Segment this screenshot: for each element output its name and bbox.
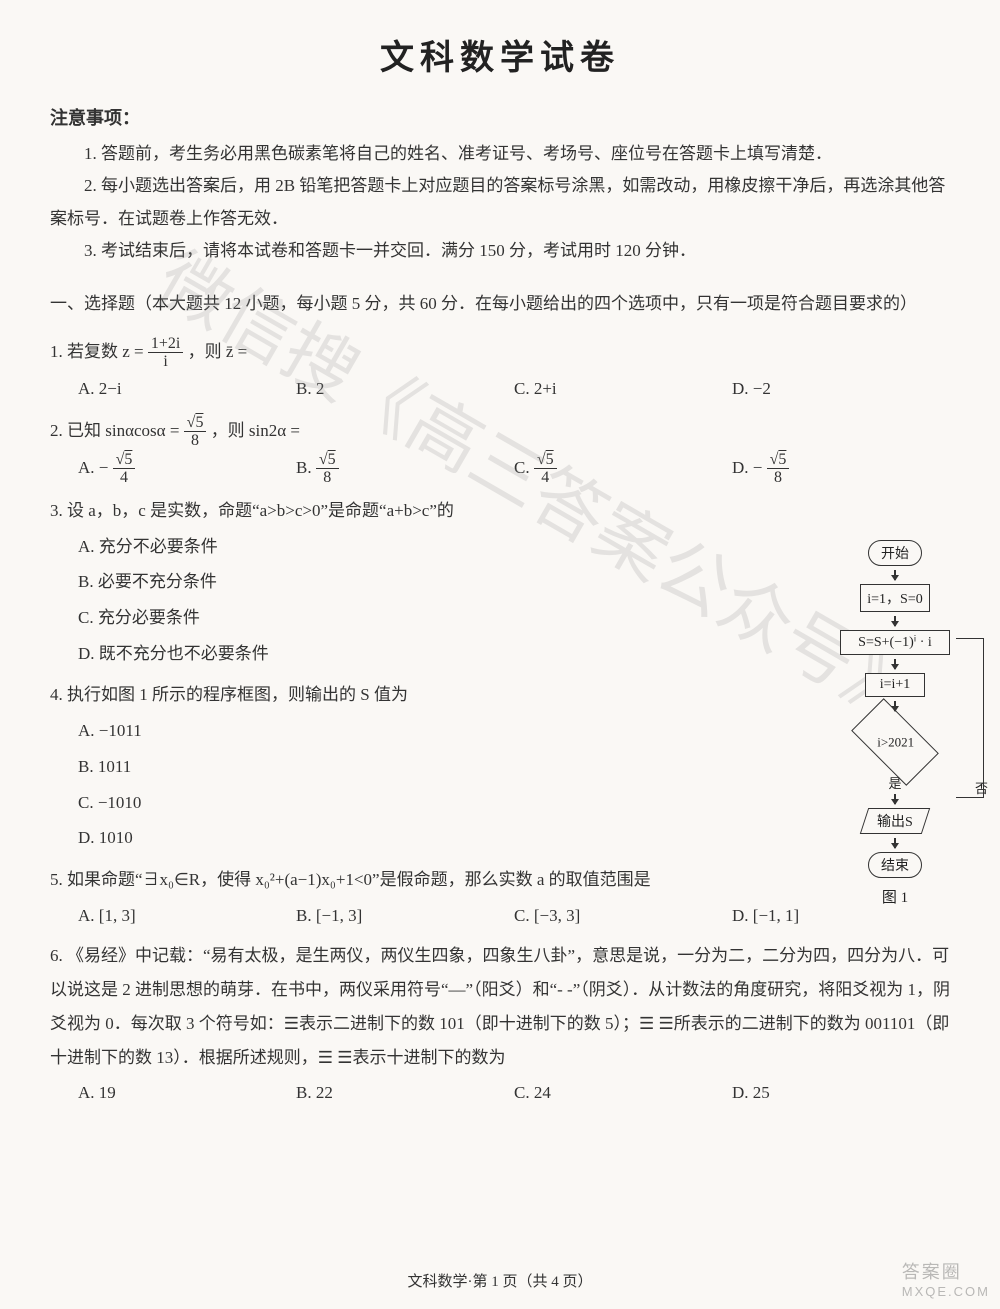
- q1-choices: A. 2−i B. 2 C. 2+i D. −2: [50, 371, 950, 407]
- question-6: 6. 《易经》中记载：“易有太极，是生两仪，两仪生四象，四象生八卦”，意思是说，…: [50, 939, 950, 1111]
- q3-stem: 3. 设 a，b，c 是实数，命题“a>b>c>0”是命题“a+b>c”的: [50, 493, 790, 529]
- flow-arrow: [894, 838, 896, 848]
- flow-yes-label: 是: [820, 773, 970, 792]
- instructions-heading: 注意事项：: [50, 104, 950, 130]
- flow-arrow: [894, 659, 896, 669]
- flow-cond-text: i>2021: [846, 735, 946, 751]
- choice-b: B. √58: [296, 450, 514, 487]
- choice-prefix: D. −: [732, 458, 762, 477]
- choice-a: A. [1, 3]: [78, 898, 296, 934]
- exam-title: 文科数学试卷: [50, 30, 950, 79]
- q3-choices: A. 充分不必要条件 B. 必要不充分条件 C. 充分必要条件 D. 既不充分也…: [50, 529, 790, 672]
- flow-output: 输出S: [860, 808, 930, 834]
- choice-prefix: B.: [296, 458, 316, 477]
- q5-choices: A. [1, 3] B. [−1, 3] C. [−3, 3] D. [−1, …: [50, 898, 950, 934]
- choice-d: D. −2: [732, 371, 950, 407]
- watermark-text-1: 答案圈: [902, 1258, 990, 1284]
- choice-a: A. 2−i: [78, 371, 296, 407]
- flow-output-text: 输出S: [877, 811, 913, 831]
- choice-a: A. −1011: [78, 713, 790, 749]
- q6-choices: A. 19 B. 22 C. 24 D. 25: [50, 1075, 950, 1111]
- flow-end: 结束: [868, 852, 922, 878]
- flow-arrow: [894, 794, 896, 804]
- flow-loop-line: [956, 638, 984, 798]
- question-2: 2. 已知 sinαcosα = √5 8 ，则 sin2α = A. − √5…: [50, 413, 950, 487]
- q1-stem-suffix: ，则 z̄ =: [188, 342, 248, 361]
- flow-arrow: [894, 570, 896, 580]
- instruction-line: 1. 答题前，考生务必用黑色碳素笔将自己的姓名、准考证号、考场号、座位号在答题卡…: [50, 138, 950, 170]
- choice-a: A. 充分不必要条件: [78, 529, 790, 565]
- frac-den: 8: [184, 432, 207, 450]
- question-4: 4. 执行如图 1 所示的程序框图，则输出的 S 值为 A. −1011 B. …: [50, 677, 790, 855]
- instructions-block: 注意事项： 1. 答题前，考生务必用黑色碳素笔将自己的姓名、准考证号、考场号、座…: [50, 104, 950, 267]
- choice-prefix: A. −: [78, 458, 108, 477]
- q2-stem-suffix: ，则 sin2α =: [211, 421, 300, 440]
- choice-c: C. √54: [514, 450, 732, 487]
- frac-den: 8: [767, 469, 790, 487]
- flowchart-figure-1: 开始 i=1，S=0 S=S+(−1)ⁱ · i i=i+1 i>2021 否 …: [820, 540, 970, 907]
- question-5: 5. 如果命题“∃x₀∈R，使得 x₀²+(a−1)x₀+1<0”是假命题，那么…: [50, 862, 950, 933]
- q1-stem-prefix: 1. 若复数 z =: [50, 342, 144, 361]
- choice-c: C. 充分必要条件: [78, 600, 790, 636]
- choice-c: C. 24: [514, 1075, 732, 1111]
- flowchart-caption: 图 1: [820, 886, 970, 907]
- frac-den: 8: [316, 469, 339, 487]
- q6-stem: 6. 《易经》中记载：“易有太极，是生两仪，两仪生四象，四象生八卦”，意思是说，…: [50, 939, 950, 1075]
- question-1: 1. 若复数 z = 1+2i i ，则 z̄ = A. 2−i B. 2 C.…: [50, 334, 950, 407]
- q1-stem: 1. 若复数 z = 1+2i i ，则 z̄ =: [50, 334, 950, 371]
- frac-den: i: [148, 353, 183, 371]
- q2-stem: 2. 已知 sinαcosα = √5 8 ，则 sin2α =: [50, 413, 950, 450]
- frac-num: √5: [184, 414, 207, 433]
- frac-num: 1+2i: [148, 335, 183, 354]
- flow-start: 开始: [868, 540, 922, 566]
- choice-c: C. 2+i: [514, 371, 732, 407]
- page-footer: 文科数学·第 1 页（共 4 页）: [50, 1270, 950, 1291]
- sqrt-val: 5: [546, 451, 554, 468]
- corner-watermark: 答案圈 MXQE.COM: [902, 1258, 990, 1299]
- choice-b: B. 必要不充分条件: [78, 564, 790, 600]
- choice-c: C. −1010: [78, 785, 790, 821]
- sqrt-val: 5: [124, 451, 132, 468]
- exam-page: 微信搜《高三答案公众号》 文科数学试卷 注意事项： 1. 答题前，考生务必用黑色…: [0, 0, 1000, 1309]
- watermark-text-2: MXQE.COM: [902, 1284, 990, 1299]
- instruction-line: 3. 考试结束后，请将本试卷和答题卡一并交回．满分 150 分，考试用时 120…: [50, 235, 950, 267]
- choice-d: D. 1010: [78, 820, 790, 856]
- choice-b: B. 1011: [78, 749, 790, 785]
- choice-b: B. 22: [296, 1075, 514, 1111]
- choice-b: B. [−1, 3]: [296, 898, 514, 934]
- q1-fraction: 1+2i i: [148, 335, 183, 371]
- choice-a: A. 19: [78, 1075, 296, 1111]
- flow-step1: S=S+(−1)ⁱ · i: [840, 630, 950, 655]
- choice-c: C. [−3, 3]: [514, 898, 732, 934]
- sqrt-val: 5: [778, 451, 786, 468]
- instruction-text: 2. 每小题选出答案后，用 2B 铅笔把答题卡上对应题目的答案标号涂黑，如需改动…: [50, 170, 950, 235]
- q4-stem: 4. 执行如图 1 所示的程序框图，则输出的 S 值为: [50, 677, 790, 713]
- q2-fraction: √5 8: [184, 414, 207, 450]
- flow-step2: i=i+1: [865, 673, 925, 697]
- choice-prefix: C.: [514, 458, 534, 477]
- q2-stem-prefix: 2. 已知 sinαcosα =: [50, 421, 179, 440]
- choice-d: D. − √58: [732, 450, 950, 487]
- frac-den: 4: [113, 469, 136, 487]
- choice-a: A. − √54: [78, 450, 296, 487]
- flow-init: i=1，S=0: [860, 584, 929, 612]
- question-3: 3. 设 a，b，c 是实数，命题“a>b>c>0”是命题“a+b>c”的 A.…: [50, 493, 790, 671]
- choice-d: D. 既不充分也不必要条件: [78, 636, 790, 672]
- section-1-heading: 一、选择题（本大题共 12 小题，每小题 5 分，共 60 分．在每小题给出的四…: [50, 289, 950, 320]
- frac-den: 4: [534, 469, 557, 487]
- q4-choices: A. −1011 B. 1011 C. −1010 D. 1010: [50, 713, 790, 856]
- choice-d: D. 25: [732, 1075, 950, 1111]
- flow-arrow: [894, 616, 896, 626]
- sqrt-val: 5: [328, 451, 336, 468]
- q5-stem: 5. 如果命题“∃x₀∈R，使得 x₀²+(a−1)x₀+1<0”是假命题，那么…: [50, 862, 950, 898]
- instruction-line: 2. 每小题选出答案后，用 2B 铅笔把答题卡上对应题目的答案标号涂黑，如需改动…: [50, 170, 950, 235]
- q2-choices: A. − √54 B. √58 C. √54 D. − √58: [50, 450, 950, 487]
- choice-b: B. 2: [296, 371, 514, 407]
- sqrt-val: 5: [195, 414, 203, 431]
